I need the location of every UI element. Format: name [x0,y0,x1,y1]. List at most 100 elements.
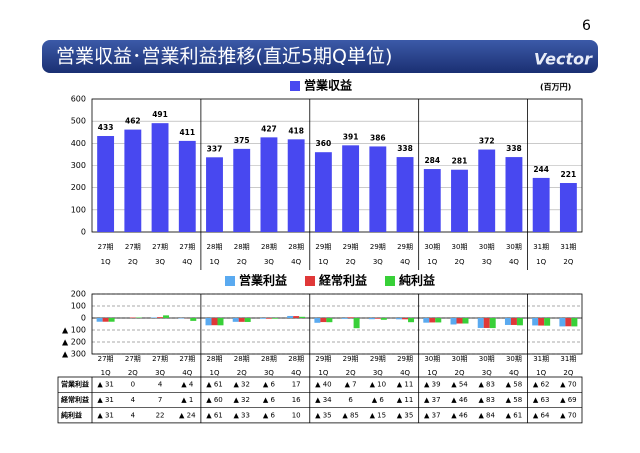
x-tick-label: 27期 [152,243,168,251]
bar [157,317,164,318]
data-label: 244 [533,165,549,174]
bar [124,129,142,232]
bar [396,157,414,232]
table-cell: ▲ 32 [233,396,250,404]
bar [374,318,381,319]
table-cell: 7 [158,396,162,404]
bar [483,318,490,328]
x-tick-label: 4Q [182,258,192,266]
bar [451,169,468,232]
table-cell: ▲ 63 [533,396,550,404]
y-tick-label: 400 [71,139,86,148]
row-header: 純利益 [61,410,82,419]
table-cell: 16 [292,396,301,404]
x-tick-label: 31期 [533,355,549,363]
table-cell: ▲ 61 [206,411,223,419]
x-tick-label: 2Q [563,258,573,266]
legend-label: 営業利益 [239,273,287,288]
legend-swatch [305,276,315,286]
bar [102,318,109,322]
x-tick-label: 2Q [237,369,247,377]
x-tick-label: 1Q [318,369,328,377]
x-tick-label: 3Q [155,258,165,266]
x-tick-label: 3Q [155,369,165,377]
bar [478,149,496,232]
y-tick-label: 500 [71,117,86,126]
bar [423,318,430,323]
table-cell: ▲ 60 [206,396,223,404]
x-tick-label: 4Q [509,258,519,266]
table-cell: 10 [292,411,301,419]
y-tick-label: 600 [71,95,86,104]
x-tick-label: 28期 [288,355,304,363]
x-tick-label: 2Q [455,258,465,266]
bar [435,318,442,323]
table-cell: ▲ 61 [206,381,223,389]
bar [559,183,577,232]
x-tick-label: 4Q [291,258,301,266]
bar [369,146,387,232]
table-cell: ▲ 46 [451,411,468,419]
bar [287,139,305,232]
x-tick-label: 3Q [482,258,492,266]
bar [347,317,354,318]
table-cell: ▲ 39 [424,381,441,389]
row-header: 経常利益 [61,395,89,404]
bar [265,318,272,319]
bar [423,169,441,232]
bar [456,318,463,324]
page-number: 6 [582,18,591,34]
table-cell: ▲ 35 [315,411,332,419]
bar [402,318,409,320]
data-label: 360 [316,139,332,148]
bar [190,318,197,321]
table-cell: ▲ 32 [233,381,250,389]
data-label: 491 [152,110,168,119]
x-tick-label: 31期 [533,243,549,251]
bar [505,157,523,232]
table-cell: ▲ 31 [97,411,114,419]
table-cell: ▲ 4 [181,381,194,389]
legend-label: 営業収益 [304,78,352,93]
x-tick-label: 2Q [455,369,465,377]
x-tick-label: 27期 [179,355,195,363]
data-label: 338 [397,144,413,153]
x-tick-label: 27期 [179,243,195,251]
x-tick-label: 29期 [397,355,413,363]
bar [544,318,551,326]
row-header: 営業利益 [61,380,89,389]
data-label: 284 [424,156,440,165]
x-tick-label: 30期 [479,355,495,363]
table-frame [57,376,583,424]
y-tick-label: ▲ 300 [62,350,86,359]
table-cell: ▲ 58 [506,396,523,404]
bar [565,318,572,327]
x-tick-label: 31期 [560,243,576,251]
table-cell: ▲ 62 [533,381,550,389]
y-tick-label: 100 [71,302,86,311]
y-tick-label: 300 [71,161,86,170]
data-label: 418 [288,126,304,135]
table-cell: ▲ 6 [263,396,276,404]
table-cell: ▲ 37 [424,411,441,419]
x-tick-label: 2Q [237,258,247,266]
y-tick-label: 100 [71,205,86,214]
table-cell: ▲ 34 [315,396,332,404]
table-cell: ▲ 6 [263,411,276,419]
x-tick-label: 4Q [400,258,410,266]
x-tick-label: 30期 [424,243,440,251]
table-cell: ▲ 83 [478,396,495,404]
x-tick-label: 29期 [315,355,331,363]
x-tick-label: 29期 [397,243,413,251]
bar [489,318,496,329]
x-tick-label: 28期 [234,355,250,363]
y-tick-label: 0 [81,314,86,323]
bar [320,318,327,323]
bar [408,318,415,323]
unit-label: (百万円) [540,83,571,92]
bar [326,318,333,323]
bar [450,318,457,325]
bar [368,318,375,320]
table-cell: ▲ 7 [345,381,357,389]
slide-title: 営業収益･営業利益推移(直近5期Q単位) [56,46,392,68]
